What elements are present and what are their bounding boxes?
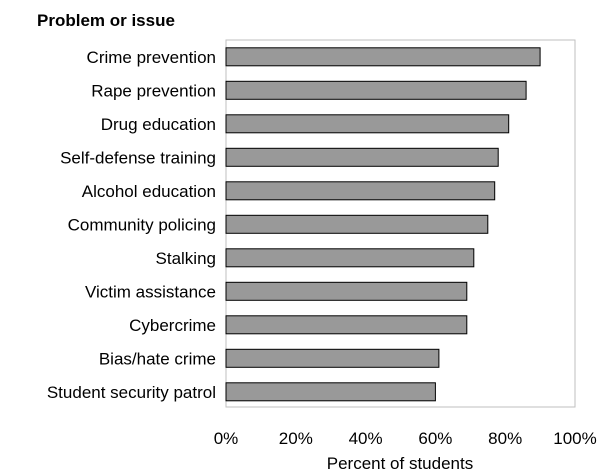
bar [225,147,499,167]
chart-title: Problem or issue [37,11,175,30]
x-tick-label: 40% [349,429,383,448]
bar [225,382,436,402]
bar [225,214,489,234]
x-tick-label: 0% [214,429,239,448]
x-tick-label: 80% [488,429,522,448]
category-label: Victim assistance [85,282,216,301]
x-tick-labels: 0% 20% 40% 60% 80% 100% [214,429,597,448]
x-tick-label: 20% [279,429,313,448]
x-tick-label: 60% [418,429,452,448]
category-labels: Crime prevention Rape prevention Drug educ… [47,48,216,402]
bar [225,281,468,301]
x-tick-label: 100% [553,429,596,448]
bar-series [225,47,541,402]
bar [225,315,468,335]
category-label: Stalking [156,249,216,268]
bar [225,248,475,268]
category-label: Student security patrol [47,383,216,402]
category-label: Self-defense training [60,148,216,167]
bar [225,80,527,100]
category-label: Crime prevention [87,48,216,67]
category-label: Drug education [101,115,216,134]
bar [225,348,440,368]
bar [225,114,510,134]
category-label: Community policing [68,215,216,234]
category-label: Cybercrime [129,316,216,335]
category-label: Alcohol education [82,182,216,201]
category-label: Rape prevention [91,81,216,100]
category-label: Bias/hate crime [99,349,216,368]
bar [225,47,541,67]
x-axis-label: Percent of students [327,454,473,472]
bar [225,181,496,201]
